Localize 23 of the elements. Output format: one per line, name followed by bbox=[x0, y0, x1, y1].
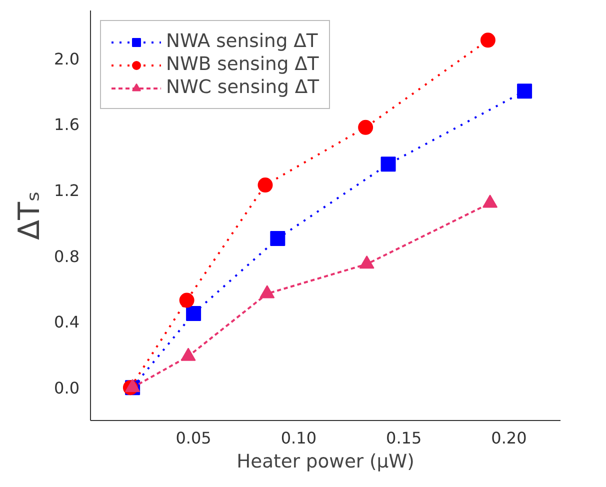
x-tick-label: 0.10 bbox=[280, 428, 316, 448]
point bbox=[517, 84, 532, 99]
point bbox=[480, 32, 496, 48]
y-tick-label: 0.0 bbox=[54, 378, 80, 398]
y-tick-label: 2.0 bbox=[54, 49, 80, 68]
point bbox=[358, 120, 374, 135]
y-tick-label: 1.6 bbox=[54, 115, 80, 134]
y-tick-label: 0.8 bbox=[54, 246, 80, 266]
x-tick-label: 0.05 bbox=[176, 428, 212, 448]
y-tick-label: 1.2 bbox=[54, 180, 80, 200]
x-axis-title: Heater power (μW) bbox=[236, 452, 414, 472]
legend-label: NWC sensing ΔT bbox=[166, 77, 320, 98]
legend-label: NWB sensing ΔT bbox=[166, 54, 319, 75]
point bbox=[186, 306, 202, 321]
x-tick-label: 0.15 bbox=[386, 428, 422, 448]
point bbox=[270, 231, 286, 246]
point bbox=[179, 292, 194, 308]
x-tick-label: 0.20 bbox=[491, 428, 527, 448]
legend-label: NWA sensing ΔT bbox=[166, 31, 318, 52]
y-tick-label: 0.4 bbox=[54, 312, 80, 332]
point bbox=[258, 178, 273, 193]
y-axis-title: ΔTₛ bbox=[12, 191, 46, 240]
point bbox=[380, 156, 396, 172]
